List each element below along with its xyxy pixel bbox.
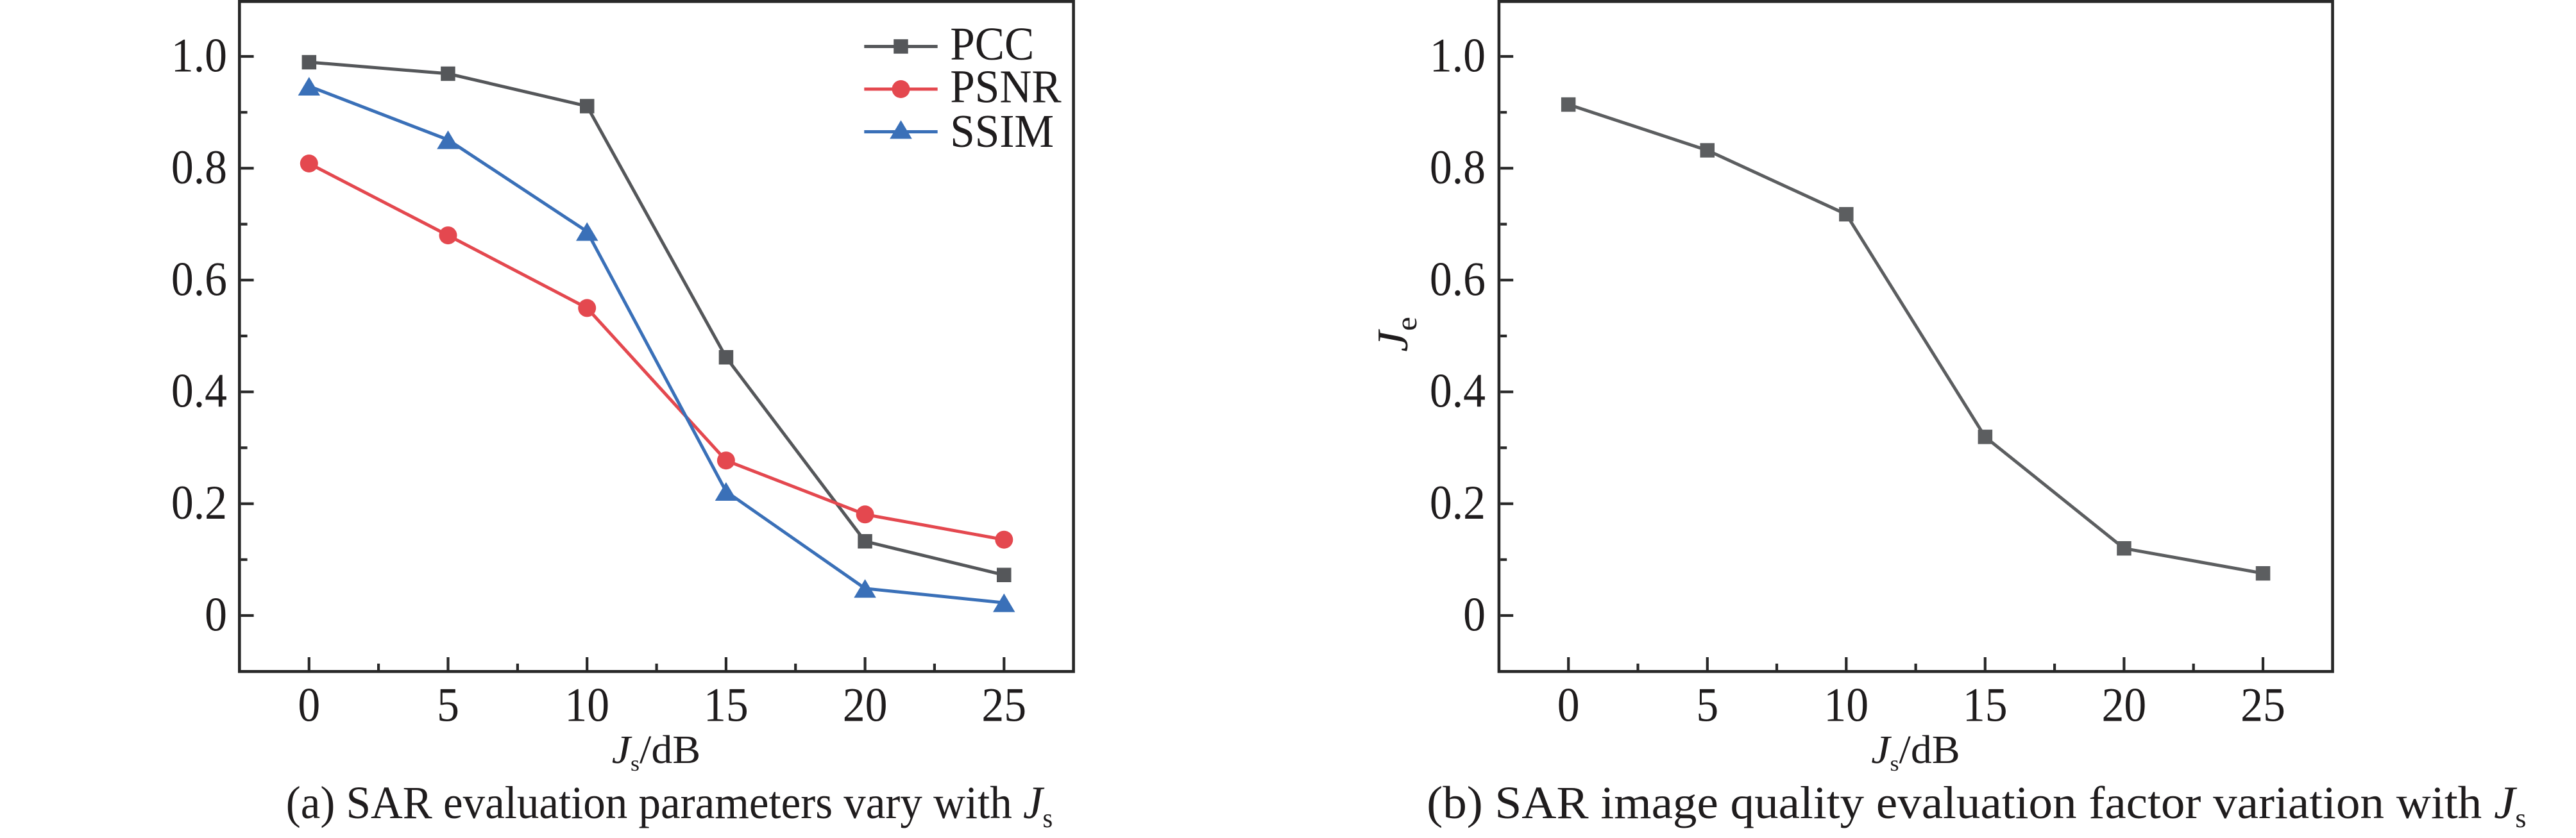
svg-text:5: 5 (437, 678, 459, 732)
svg-text:PSNR: PSNR (950, 62, 1062, 113)
svg-text:0.6: 0.6 (1430, 252, 1486, 306)
svg-text:10: 10 (564, 678, 609, 732)
svg-text:0.6: 0.6 (171, 252, 227, 306)
svg-text:0.2: 0.2 (1430, 476, 1486, 530)
svg-text:20: 20 (843, 678, 888, 732)
svg-text:0: 0 (1557, 678, 1580, 732)
svg-text:SSIM: SSIM (950, 106, 1054, 157)
svg-text:0: 0 (298, 678, 320, 732)
svg-text:Js/dB: Js/dB (1871, 728, 1960, 776)
svg-text:Je: Je (1369, 317, 1423, 352)
svg-text:0.8: 0.8 (171, 140, 227, 194)
svg-text:15: 15 (704, 678, 749, 732)
svg-text:(b) SAR image quality evaluati: (b) SAR image quality evaluation factor … (1427, 776, 2526, 833)
svg-text:0: 0 (205, 587, 227, 641)
svg-text:Js/dB: Js/dB (612, 728, 701, 776)
svg-text:0.8: 0.8 (1430, 140, 1486, 194)
svg-text:0.4: 0.4 (171, 364, 227, 417)
svg-text:0.4: 0.4 (1430, 364, 1486, 417)
svg-text:5: 5 (1696, 678, 1718, 732)
svg-text:25: 25 (981, 678, 1026, 732)
svg-text:1.0: 1.0 (1430, 28, 1486, 82)
svg-text:PCC: PCC (950, 19, 1034, 70)
svg-text:0: 0 (1463, 587, 1486, 641)
svg-text:10: 10 (1824, 678, 1868, 732)
svg-text:25: 25 (2241, 678, 2285, 732)
svg-text:20: 20 (2102, 678, 2147, 732)
svg-text:0.2: 0.2 (171, 476, 227, 530)
svg-text:15: 15 (1963, 678, 2008, 732)
svg-text:(a) SAR evaluation parameters: (a) SAR evaluation parameters vary with … (286, 777, 1053, 833)
svg-text:1.0: 1.0 (171, 28, 227, 82)
